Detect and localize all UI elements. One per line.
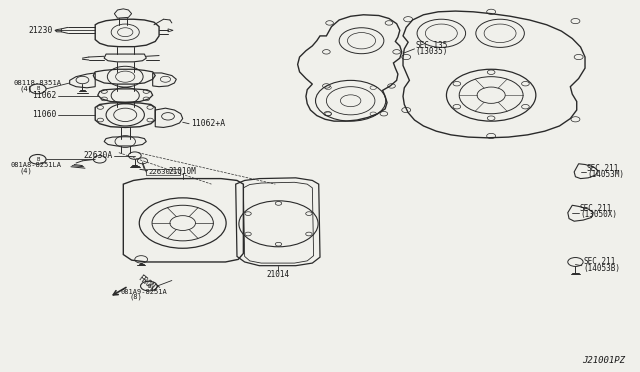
Text: J21001PZ: J21001PZ — [582, 356, 625, 365]
Text: 22630A: 22630A — [83, 151, 113, 160]
Text: 11062+A: 11062+A — [191, 119, 225, 128]
Text: SEC.211: SEC.211 — [583, 257, 616, 266]
Text: 11060: 11060 — [33, 110, 57, 119]
Text: 22630: 22630 — [149, 169, 171, 175]
Text: (14053B): (14053B) — [583, 264, 620, 273]
Text: 08118-8351A: 08118-8351A — [13, 80, 61, 86]
Text: FRONT: FRONT — [136, 273, 160, 295]
Text: 21010M: 21010M — [169, 167, 196, 176]
Text: (4): (4) — [20, 86, 33, 92]
Text: (13035): (13035) — [416, 47, 448, 56]
Text: SEC.135: SEC.135 — [416, 41, 448, 51]
Text: B: B — [147, 283, 150, 289]
Text: 081A8-8251LA: 081A8-8251LA — [10, 161, 61, 167]
Text: (14053M): (14053M) — [587, 170, 624, 179]
Text: B: B — [36, 86, 39, 92]
Text: 21230: 21230 — [29, 26, 53, 35]
Text: 081A9-8251A: 081A9-8251A — [121, 289, 168, 295]
Text: (13050X): (13050X) — [580, 211, 617, 219]
Text: SEC.211: SEC.211 — [587, 164, 620, 173]
Text: (8): (8) — [130, 294, 143, 301]
Text: B: B — [36, 157, 39, 162]
Text: SEC.211: SEC.211 — [580, 205, 612, 214]
Text: 21014: 21014 — [267, 270, 290, 279]
Text: 11062: 11062 — [33, 91, 57, 100]
Text: (4): (4) — [20, 167, 33, 174]
